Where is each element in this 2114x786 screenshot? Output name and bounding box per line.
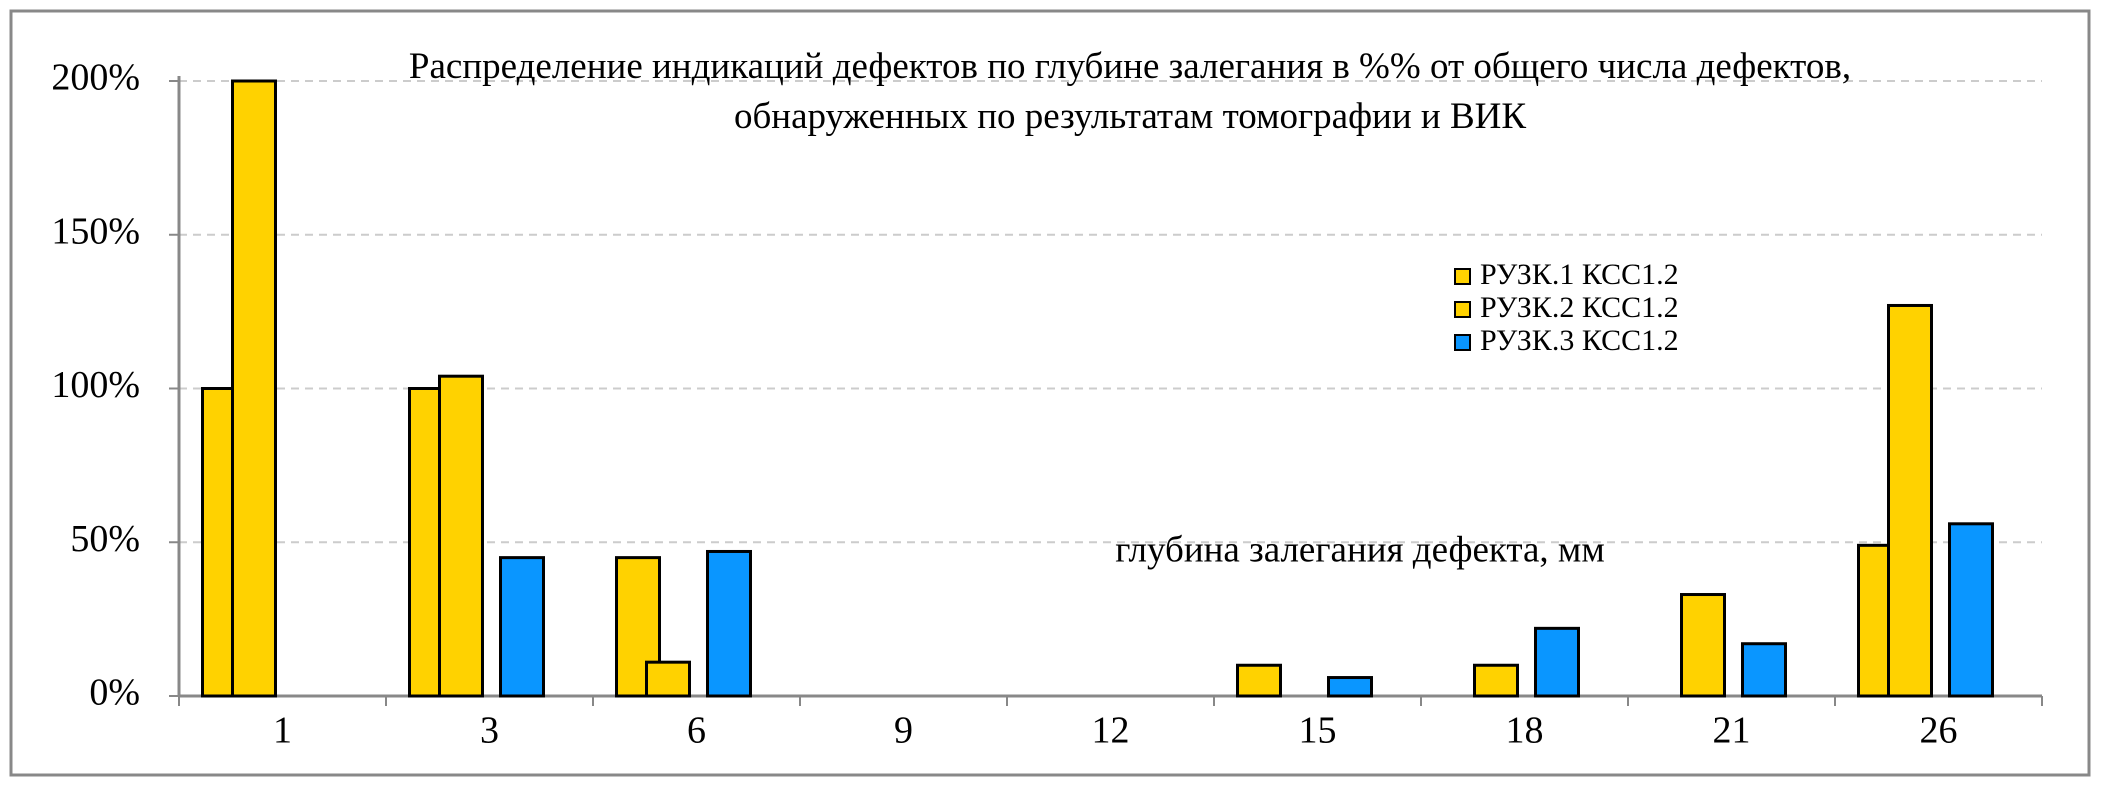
x-tick-label: 15: [1299, 710, 1337, 752]
bar: [1327, 676, 1373, 698]
x-tick-label: 6: [687, 710, 706, 752]
legend-swatch: [1454, 301, 1471, 318]
bar: [1473, 663, 1519, 698]
x-tick-label: 3: [480, 710, 499, 752]
bar: [706, 549, 752, 698]
y-tick-label: 150%: [51, 210, 140, 252]
legend-swatch: [1454, 268, 1471, 285]
x-tick-label: 9: [894, 710, 913, 752]
bar: [1534, 626, 1580, 698]
chart-title: Распределение индикаций дефектов по глуб…: [408, 46, 1852, 137]
x-tick-label: 21: [1713, 710, 1751, 752]
y-tick-label: 0%: [89, 672, 140, 714]
bar: [1680, 593, 1726, 698]
y-tick-label: 50%: [70, 518, 140, 560]
legend-label: РУЗК.3 КСС1.2: [1480, 324, 1679, 357]
bar: [438, 374, 484, 698]
bar: [1887, 303, 1933, 698]
legend-label: РУЗК.1 КСС1.2: [1480, 258, 1679, 291]
bar: [1741, 642, 1787, 698]
bar: [499, 556, 545, 698]
x-axis-label: глубина залегания дефекта, мм: [1115, 529, 1605, 570]
bar: [1236, 663, 1282, 698]
x-tick-label: 18: [1506, 710, 1544, 752]
x-tick-label: 1: [273, 710, 292, 752]
bar: [1948, 522, 1994, 698]
legend-label: РУЗК.2 КСС1.2: [1480, 291, 1679, 324]
x-tick-label: 12: [1092, 710, 1130, 752]
bar: [231, 79, 277, 698]
x-tick-label: 26: [1920, 710, 1958, 752]
bar: [645, 660, 691, 698]
y-tick-label: 200%: [51, 57, 140, 99]
legend-swatch: [1454, 334, 1471, 351]
y-tick-label: 100%: [51, 364, 140, 406]
